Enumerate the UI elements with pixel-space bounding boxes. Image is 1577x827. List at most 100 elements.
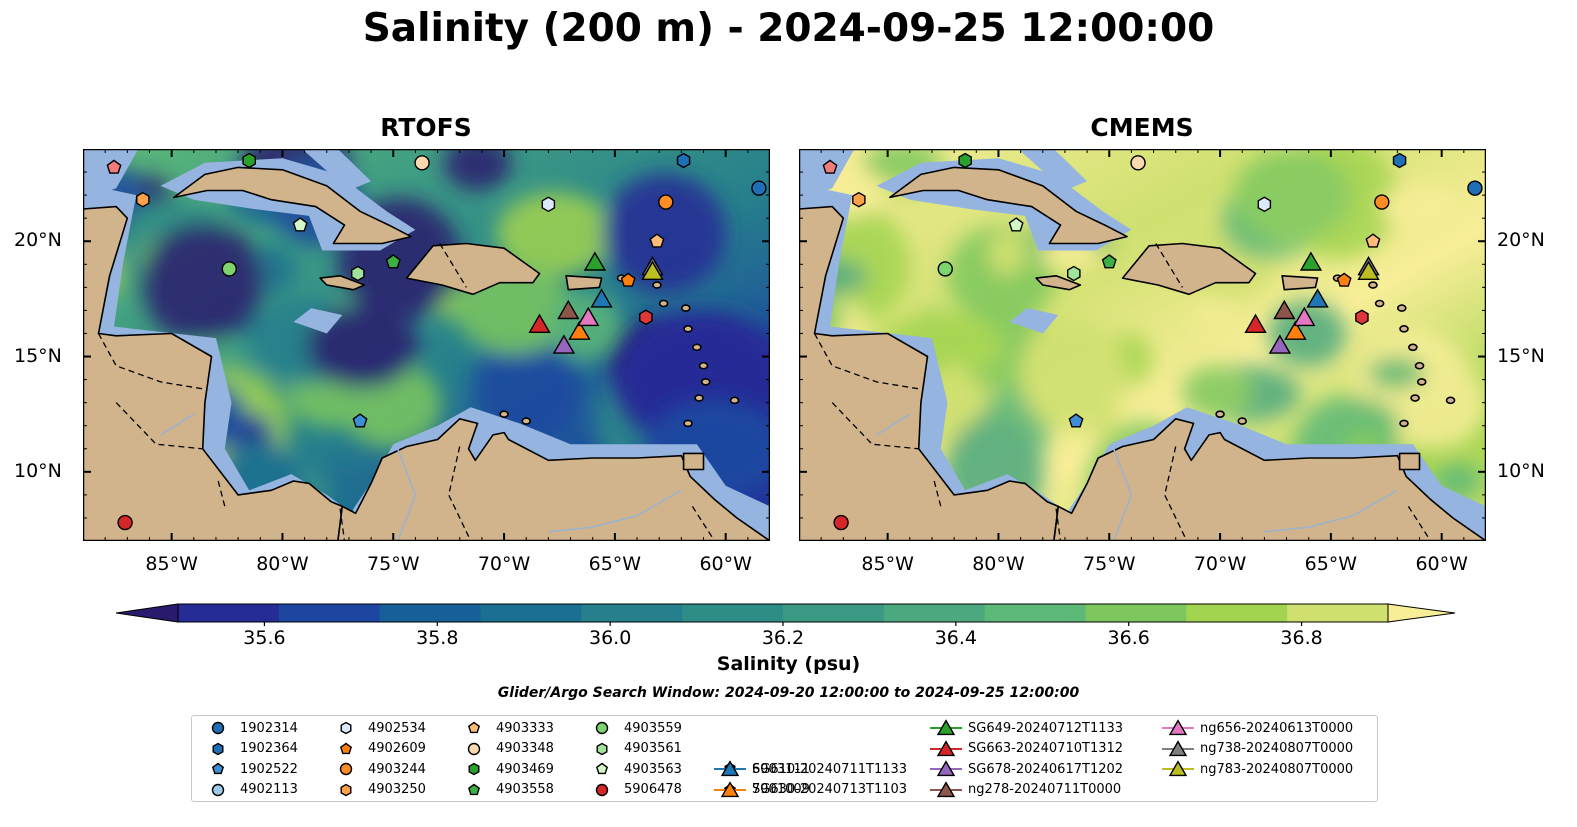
- legend-item: 1902364: [200, 739, 298, 759]
- platform-marker-ng656-20240613T0000: [577, 306, 600, 327]
- platform-marker-SG630-20240713T1103: [568, 320, 591, 340]
- colorbar-segment: [682, 604, 784, 622]
- platform-marker-6903111: [1355, 309, 1369, 326]
- land-cuba: [173, 166, 412, 245]
- colorbar-segment: [1186, 604, 1288, 622]
- legend-label: 4903348: [496, 741, 554, 756]
- platform-marker-7901009: [822, 159, 838, 174]
- legend-label: 4903559: [624, 720, 682, 736]
- map-panel-rtofs[interactable]: [83, 149, 770, 541]
- platform-marker-SG610-20240711T1133: [590, 288, 613, 308]
- platform-marker-5906478: [833, 514, 849, 531]
- legend-label: 4903558: [496, 782, 554, 797]
- landmass: [799, 166, 1486, 541]
- platform-marker-4903250: [136, 191, 150, 208]
- lon-label: 80°W: [256, 553, 309, 575]
- lon-label: 80°W: [972, 553, 1025, 575]
- lat-label-left: 10°N: [14, 459, 62, 482]
- platform-marker-SG678-20240617T1202: [552, 334, 576, 354]
- platform-marker-1902364: [1392, 152, 1407, 169]
- lat-label-right: 15°N: [1497, 344, 1545, 367]
- legend-label: 1902364: [240, 741, 298, 756]
- platform-marker-6903111: [639, 309, 653, 326]
- legend-item: SG649-20240712T1133: [928, 718, 1123, 738]
- legend-item: ng738-20240807T0000: [1160, 739, 1353, 759]
- legend-marker-pentagon-icon: [467, 783, 481, 795]
- legend-marker-pentagon-icon: [595, 762, 609, 775]
- lon-label: 75°W: [1083, 553, 1136, 575]
- legend-label: ng278-20240711T0000: [968, 782, 1122, 797]
- colorbar-tick-label: 36.2: [761, 627, 805, 649]
- platform-marker-4903563: [1008, 217, 1024, 232]
- platform-marker-1902522: [352, 413, 368, 428]
- legend-marker-triangle-icon: [930, 760, 962, 777]
- land-trinidad: [1398, 452, 1421, 471]
- platform-marker-4903469: [958, 152, 973, 169]
- platform-marker-4903244: [1374, 194, 1390, 210]
- legend-item: 4903250: [328, 780, 426, 800]
- legend-item: SG610-20240711T1133: [712, 759, 907, 779]
- legend-marker-pentagon-icon: [339, 742, 353, 754]
- legend-item: SG678-20240617T1202: [928, 759, 1123, 779]
- map-ticks: [799, 149, 1486, 541]
- platform-marker-4903250: [852, 191, 866, 208]
- landmass: [83, 166, 770, 541]
- legend-label: 4903244: [368, 761, 426, 777]
- colorbar-tick-label: 36.8: [1280, 627, 1323, 649]
- legend-item: 4902113: [200, 780, 298, 800]
- map-panel-cmems[interactable]: [799, 149, 1486, 541]
- panel-title-cmems: CMEMS: [1090, 113, 1194, 142]
- platform-marker-ng656-20240613T0000: [1293, 306, 1316, 327]
- legend-marker-hexagon-icon: [340, 721, 352, 735]
- legend-label: 4903250: [368, 782, 426, 797]
- legend-marker-circle-icon: [595, 721, 609, 735]
- legend-label: 4902534: [368, 720, 426, 736]
- platform-marker-4903559: [937, 261, 953, 277]
- legend-marker-triangle-icon: [714, 760, 746, 777]
- colorbar-over-arrow: [1387, 603, 1456, 623]
- platform-marker-1902314: [751, 180, 767, 196]
- colorbar-segment: [783, 604, 885, 622]
- colorbar-segment: [883, 604, 986, 622]
- legend-label: 4902609: [368, 741, 426, 756]
- platform-markers: [822, 152, 1483, 531]
- legend-marker-triangle-icon: [1162, 739, 1194, 756]
- platform-marker-1902314: [1467, 180, 1483, 196]
- platform-marker-ng783-20240807T0000: [641, 260, 664, 281]
- colorbar-segment: [379, 604, 481, 622]
- platform-marker-SG649-20240712T1133: [583, 251, 607, 271]
- platform-marker-4902534: [541, 196, 556, 213]
- colorbar-tick-label: 36.6: [1107, 627, 1150, 649]
- legend-label: 1902522: [240, 761, 298, 777]
- platform-marker-SG610-20240711T1133: [1306, 288, 1329, 308]
- legend-item: 4903563: [584, 759, 682, 779]
- lat-label-right: 10°N: [1497, 459, 1545, 482]
- search-window-note: Glider/Argo Search Window: 2024-09-20 12…: [497, 685, 1080, 701]
- legend-item: 1902522: [200, 759, 298, 779]
- legend-label: 1902314: [240, 720, 298, 736]
- legend-marker-hexagon-icon: [596, 742, 608, 755]
- platform-marker-ng278-20240711T0000: [557, 299, 580, 320]
- legend-item: 4903559: [584, 718, 682, 738]
- legend-item: SG630-20240713T1103: [712, 780, 907, 800]
- platform-marker-ng278-20240711T0000: [1273, 299, 1296, 320]
- legend-label: ng738-20240807T0000: [1200, 741, 1354, 756]
- platform-marker-1902522: [1068, 413, 1084, 428]
- colorbar-segment: [1287, 604, 1389, 622]
- legend-item: SG663-20240710T1312: [928, 739, 1123, 759]
- legend-marker-circle-icon: [467, 742, 481, 755]
- legend-marker-triangle-icon: [930, 739, 962, 756]
- lon-label: 75°W: [367, 553, 420, 575]
- legend-marker-hexagon-icon: [340, 783, 352, 796]
- platform-marker-SG663-20240710T1312: [1244, 313, 1267, 334]
- lat-label-right: 20°N: [1497, 229, 1545, 252]
- platform-marker-4902609: [620, 272, 636, 287]
- lon-label: 85°W: [861, 553, 914, 575]
- colorbar-segment: [178, 604, 280, 622]
- legend-item: ng278-20240711T0000: [928, 780, 1121, 800]
- platform-marker-4903561: [1067, 265, 1081, 282]
- colorbar-tick-label: 36.0: [588, 627, 632, 649]
- national-borders: [813, 243, 1432, 541]
- lon-label: 60°W: [699, 553, 752, 575]
- legend-item: 4903558: [456, 780, 554, 800]
